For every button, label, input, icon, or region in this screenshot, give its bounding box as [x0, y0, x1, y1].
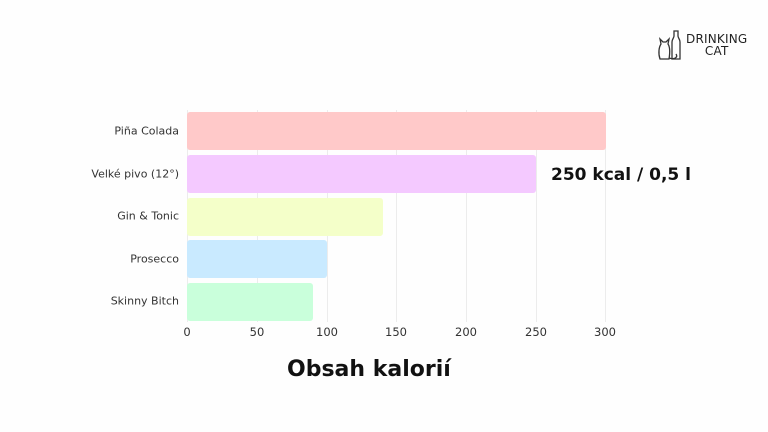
gridline	[396, 110, 397, 322]
category-label: Velké pivo (12°)	[91, 167, 179, 181]
bar-prosecco	[187, 240, 327, 278]
bar-velke-pivo	[187, 155, 537, 193]
gridline	[605, 110, 606, 322]
bar-skinny-bitch	[187, 283, 313, 321]
logo-line1: DRINKING	[686, 32, 748, 46]
category-label: Gin & Tonic	[117, 209, 179, 223]
bar-gin-tonic	[187, 198, 383, 236]
cat-bottle-icon	[658, 30, 681, 60]
gridline	[536, 110, 537, 322]
x-tick: 50	[249, 325, 265, 339]
x-tick: 300	[594, 325, 616, 339]
x-tick: 200	[455, 325, 477, 339]
bar-chart-plot	[187, 110, 606, 322]
drinking-cat-logo: DRINKING CAT	[657, 29, 747, 61]
beer-annotation: 250 kcal / 0,5 l	[551, 165, 691, 185]
x-tick: 0	[183, 325, 191, 339]
category-label: Prosecco	[130, 252, 179, 266]
gridline	[466, 110, 467, 322]
x-tick: 250	[525, 325, 547, 339]
category-label: Piña Colada	[114, 124, 179, 138]
x-tick: 100	[316, 325, 338, 339]
x-tick: 150	[385, 325, 407, 339]
category-label: Skinny Bitch	[110, 294, 179, 308]
logo-line2: CAT	[704, 44, 729, 58]
bar-pina-colada	[187, 112, 606, 150]
chart-title: Obsah kalorií	[287, 357, 451, 382]
